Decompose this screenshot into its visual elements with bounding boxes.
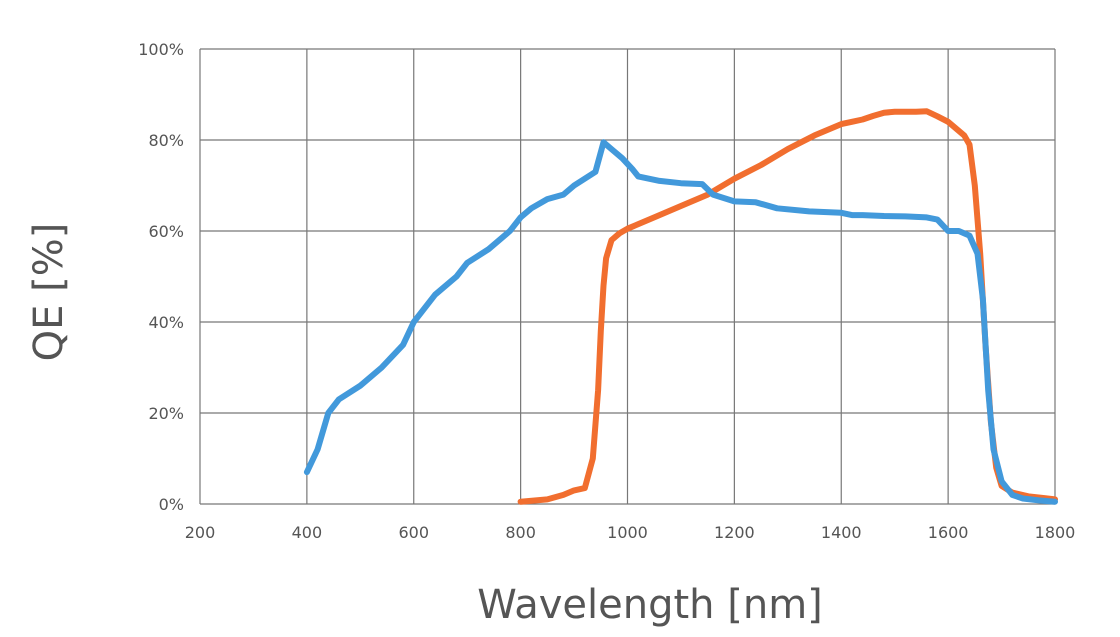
grid — [199, 48, 1056, 505]
y-tick-label: 20% — [148, 404, 184, 423]
y-axis-label: QE [%] — [26, 223, 72, 362]
series-line-orange — [517, 108, 1058, 505]
series-line-blue — [303, 139, 1058, 505]
x-tick-label: 1400 — [821, 523, 862, 542]
x-tick-label: 1000 — [607, 523, 648, 542]
tick-labels: 200 400 600 800 1000 1200 1400 1600 1800 0% 20% 40%… — [138, 40, 1075, 542]
x-tick-label: 1200 — [714, 523, 755, 542]
x-tick-label: 1600 — [928, 523, 969, 542]
x-axis-label: Wavelength [nm] — [477, 582, 823, 628]
x-tick-label: 600 — [398, 523, 429, 542]
x-tick-label: 200 — [185, 523, 216, 542]
x-tick-label: 400 — [292, 523, 323, 542]
y-tick-label: 60% — [148, 222, 184, 241]
y-tick-label: 40% — [148, 313, 184, 332]
y-tick-label: 80% — [148, 131, 184, 150]
x-tick-label: 800 — [505, 523, 536, 542]
x-tick-label: 1800 — [1035, 523, 1076, 542]
y-tick-label: 0% — [159, 495, 184, 514]
series-lines — [303, 108, 1058, 505]
y-tick-label: 100% — [138, 40, 184, 59]
